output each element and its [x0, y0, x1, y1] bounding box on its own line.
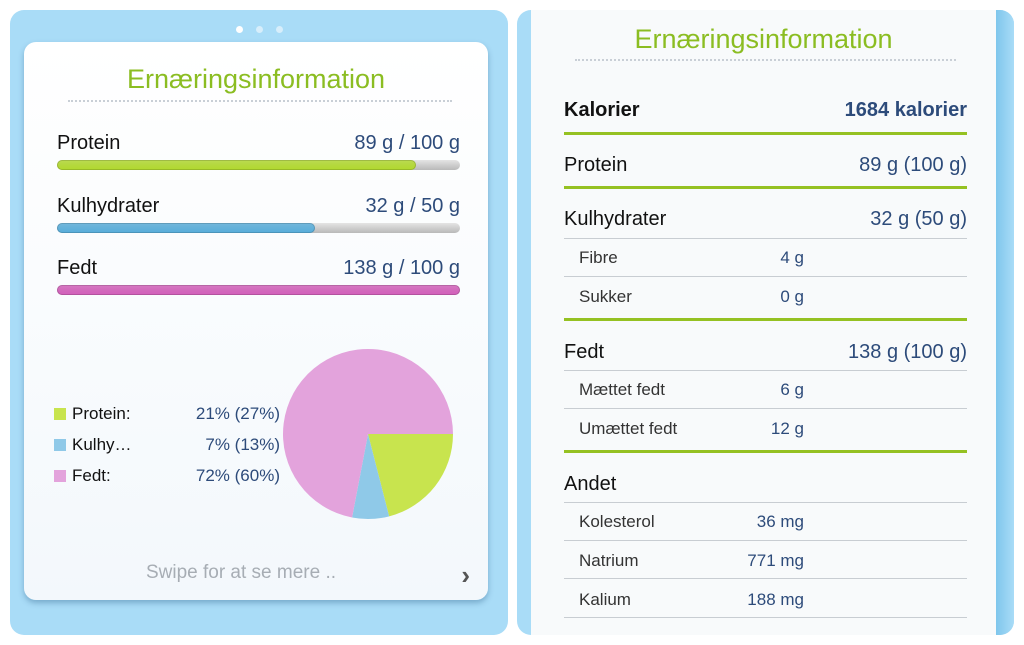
calories-value: 1684 kalorier: [844, 99, 967, 121]
progress-track-carbs: [57, 223, 460, 233]
legend-item-fat: Fedt: 72% (60%): [54, 466, 280, 497]
row-divider: [564, 617, 967, 618]
macro-pie-chart: [283, 349, 453, 519]
detail-title: Ernæringsinformation: [634, 24, 893, 54]
row-divider: [564, 578, 967, 579]
progress-fill-protein: [57, 160, 416, 170]
row-divider: [564, 370, 967, 371]
fat-value: 138 g (100 g): [848, 341, 967, 363]
unsaturated-fat-value: 12 g: [770, 419, 804, 438]
legend-swatch-carbs: [54, 439, 66, 451]
legend-swatch-fat: [54, 470, 66, 482]
protein-bar-row: Protein 89 g / 100 g: [57, 132, 460, 172]
fibre-value: 4 g: [780, 248, 804, 267]
detail-panel[interactable]: Ernæringsinformation Kalorier 1684 kalor…: [517, 10, 1014, 635]
cholesterol-value: 36 mg: [756, 512, 804, 531]
progress-track-protein: [57, 160, 460, 170]
protein-label: Protein: [564, 154, 628, 176]
title-divider: [68, 100, 452, 102]
other-label: Andet: [564, 473, 617, 495]
progress-fill-carbs: [57, 223, 315, 233]
bar-value-fat: 138 g / 100 g: [343, 257, 460, 279]
fibre-label: Fibre: [579, 248, 618, 267]
page-dot-2[interactable]: [255, 26, 263, 33]
carbs-bar-row: Kulhydrater 32 g / 50 g: [57, 195, 460, 235]
row-divider: [564, 276, 967, 277]
unsaturated-fat-label: Umættet fedt: [579, 419, 678, 438]
detail-title-divider: [575, 59, 956, 61]
bar-value-carbs: 32 g / 50 g: [365, 195, 460, 217]
legend-swatch-protein: [54, 408, 66, 420]
sugar-label: Sukker: [579, 287, 632, 306]
calories-label: Kalorier: [564, 99, 640, 121]
swipe-hint: Swipe for at se mere ..: [145, 562, 337, 583]
row-divider: [564, 540, 967, 541]
card-title: Ernæringsinformation: [126, 64, 386, 94]
bar-value-protein: 89 g / 100 g: [354, 132, 460, 154]
legend-percent-carbs: 7% (13%): [205, 435, 280, 454]
legend-name-carbs: Kulhy…: [72, 435, 132, 454]
page-dot-3[interactable]: [275, 26, 283, 33]
summary-panel[interactable]: Ernæringsinformation Protein 89 g / 100 …: [10, 10, 508, 635]
progress-track-fat: [57, 285, 460, 295]
bar-label-protein: Protein: [57, 132, 121, 154]
protein-value: 89 g (100 g): [859, 154, 967, 176]
bar-label-carbs: Kulhydrater: [57, 195, 160, 217]
bar-label-fat: Fedt: [57, 257, 98, 279]
legend-name-fat: Fedt:: [72, 466, 111, 485]
sugar-value: 0 g: [780, 287, 804, 306]
saturated-fat-label: Mættet fedt: [579, 380, 665, 399]
fat-label: Fedt: [564, 341, 605, 363]
section-divider: [564, 318, 967, 321]
legend-percent-protein: 21% (27%): [195, 404, 280, 423]
pie-slice-carbs: [352, 434, 390, 519]
page-dot-1[interactable]: [235, 26, 243, 33]
progress-fill-fat: [57, 285, 460, 295]
legend-name-protein: Protein:: [72, 404, 131, 423]
row-divider: [564, 408, 967, 409]
row-divider: [564, 502, 967, 503]
carbs-value: 32 g (50 g): [870, 208, 967, 230]
legend-item-carbs: Kulhy… 7% (13%): [54, 435, 280, 466]
row-divider: [564, 238, 967, 239]
pie-slice-fat: [283, 349, 453, 518]
page-indicator[interactable]: [10, 26, 508, 33]
pie-legend: Protein: 21% (27%) Kulhy… 7% (13%) Fedt:…: [54, 404, 280, 497]
sodium-value: 771 mg: [747, 551, 804, 570]
fat-bar-row: Fedt 138 g / 100 g: [57, 257, 460, 297]
sodium-label: Natrium: [579, 551, 639, 570]
pie-slice-protein: [368, 434, 453, 517]
legend-percent-fat: 72% (60%): [195, 466, 280, 485]
saturated-fat-value: 6 g: [780, 380, 804, 399]
potassium-value: 188 mg: [747, 590, 804, 609]
cholesterol-label: Kolesterol: [579, 512, 655, 531]
sheet-edge: [996, 10, 1014, 635]
carbs-label: Kulhydrater: [564, 208, 667, 230]
nutrition-summary-card: Ernæringsinformation Protein 89 g / 100 …: [24, 42, 488, 600]
potassium-label: Kalium: [579, 590, 631, 609]
chevron-right-icon[interactable]: ›: [461, 560, 470, 590]
nutrition-detail-sheet[interactable]: Ernæringsinformation Kalorier 1684 kalor…: [531, 10, 996, 635]
legend-item-protein: Protein: 21% (27%): [54, 404, 280, 435]
section-divider: [564, 186, 967, 189]
section-divider: [564, 450, 967, 453]
section-divider: [564, 132, 967, 135]
